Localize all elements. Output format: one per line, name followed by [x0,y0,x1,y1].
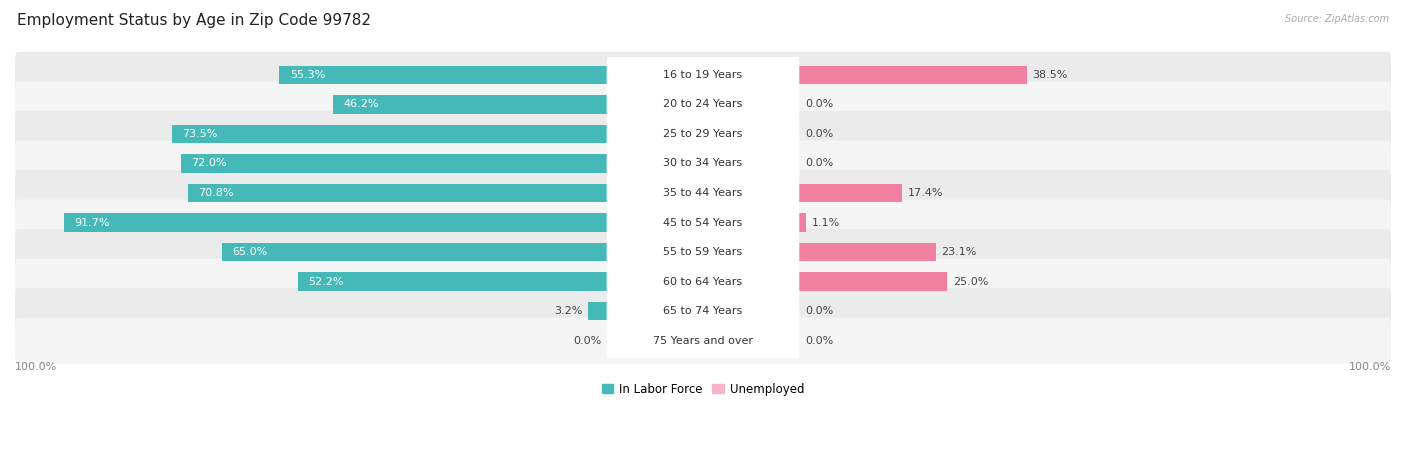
Bar [588,302,606,320]
FancyBboxPatch shape [15,259,1391,305]
Bar [800,213,806,232]
Text: 55 to 59 Years: 55 to 59 Years [664,247,742,257]
FancyBboxPatch shape [15,52,1391,98]
Text: 70.8%: 70.8% [198,188,233,198]
Text: 72.0%: 72.0% [191,158,226,168]
Bar [172,125,606,143]
Text: 65 to 74 Years: 65 to 74 Years [664,306,742,316]
FancyBboxPatch shape [15,199,1391,246]
Text: 0.0%: 0.0% [804,336,834,346]
FancyBboxPatch shape [606,169,800,217]
Bar [65,213,606,232]
FancyBboxPatch shape [15,318,1391,364]
Text: 55.3%: 55.3% [290,70,325,80]
Text: 0.0%: 0.0% [572,336,602,346]
Text: 0.0%: 0.0% [804,306,834,316]
FancyBboxPatch shape [15,111,1391,157]
Text: 45 to 54 Years: 45 to 54 Years [664,217,742,228]
Text: 25 to 29 Years: 25 to 29 Years [664,129,742,139]
FancyBboxPatch shape [606,258,800,306]
FancyBboxPatch shape [606,81,800,128]
Text: 46.2%: 46.2% [343,99,380,109]
Bar [333,95,606,113]
Bar [298,273,606,291]
Text: Employment Status by Age in Zip Code 99782: Employment Status by Age in Zip Code 997… [17,14,371,28]
FancyBboxPatch shape [606,228,800,276]
FancyBboxPatch shape [606,198,800,247]
Text: 73.5%: 73.5% [183,129,218,139]
Text: 30 to 34 Years: 30 to 34 Years [664,158,742,168]
Text: 75 Years and over: 75 Years and over [652,336,754,346]
Bar [280,66,606,84]
Text: 16 to 19 Years: 16 to 19 Years [664,70,742,80]
Text: 60 to 64 Years: 60 to 64 Years [664,277,742,287]
Bar [800,273,948,291]
Text: 65.0%: 65.0% [232,247,267,257]
Bar [800,243,936,261]
FancyBboxPatch shape [606,51,800,99]
FancyBboxPatch shape [15,81,1391,127]
Text: Source: ZipAtlas.com: Source: ZipAtlas.com [1285,14,1389,23]
Text: 35 to 44 Years: 35 to 44 Years [664,188,742,198]
Text: 0.0%: 0.0% [804,129,834,139]
Text: 91.7%: 91.7% [75,217,110,228]
FancyBboxPatch shape [15,170,1391,216]
Legend: In Labor Force, Unemployed: In Labor Force, Unemployed [598,378,808,401]
FancyBboxPatch shape [606,317,800,364]
Bar [222,243,606,261]
FancyBboxPatch shape [15,229,1391,275]
Bar [180,154,606,173]
Text: 1.1%: 1.1% [811,217,839,228]
Text: 100.0%: 100.0% [15,362,58,372]
FancyBboxPatch shape [606,140,800,187]
Bar [800,66,1028,84]
FancyBboxPatch shape [15,288,1391,334]
FancyBboxPatch shape [606,110,800,158]
Text: 52.2%: 52.2% [308,277,343,287]
Text: 3.2%: 3.2% [554,306,582,316]
Bar [800,184,903,202]
Text: 0.0%: 0.0% [804,99,834,109]
Text: 38.5%: 38.5% [1032,70,1069,80]
Text: 20 to 24 Years: 20 to 24 Years [664,99,742,109]
FancyBboxPatch shape [15,140,1391,186]
Bar [188,184,606,202]
FancyBboxPatch shape [606,287,800,335]
Text: 25.0%: 25.0% [953,277,988,287]
Text: 0.0%: 0.0% [804,158,834,168]
Text: 23.1%: 23.1% [942,247,977,257]
Text: 100.0%: 100.0% [1348,362,1391,372]
Text: 17.4%: 17.4% [908,188,943,198]
